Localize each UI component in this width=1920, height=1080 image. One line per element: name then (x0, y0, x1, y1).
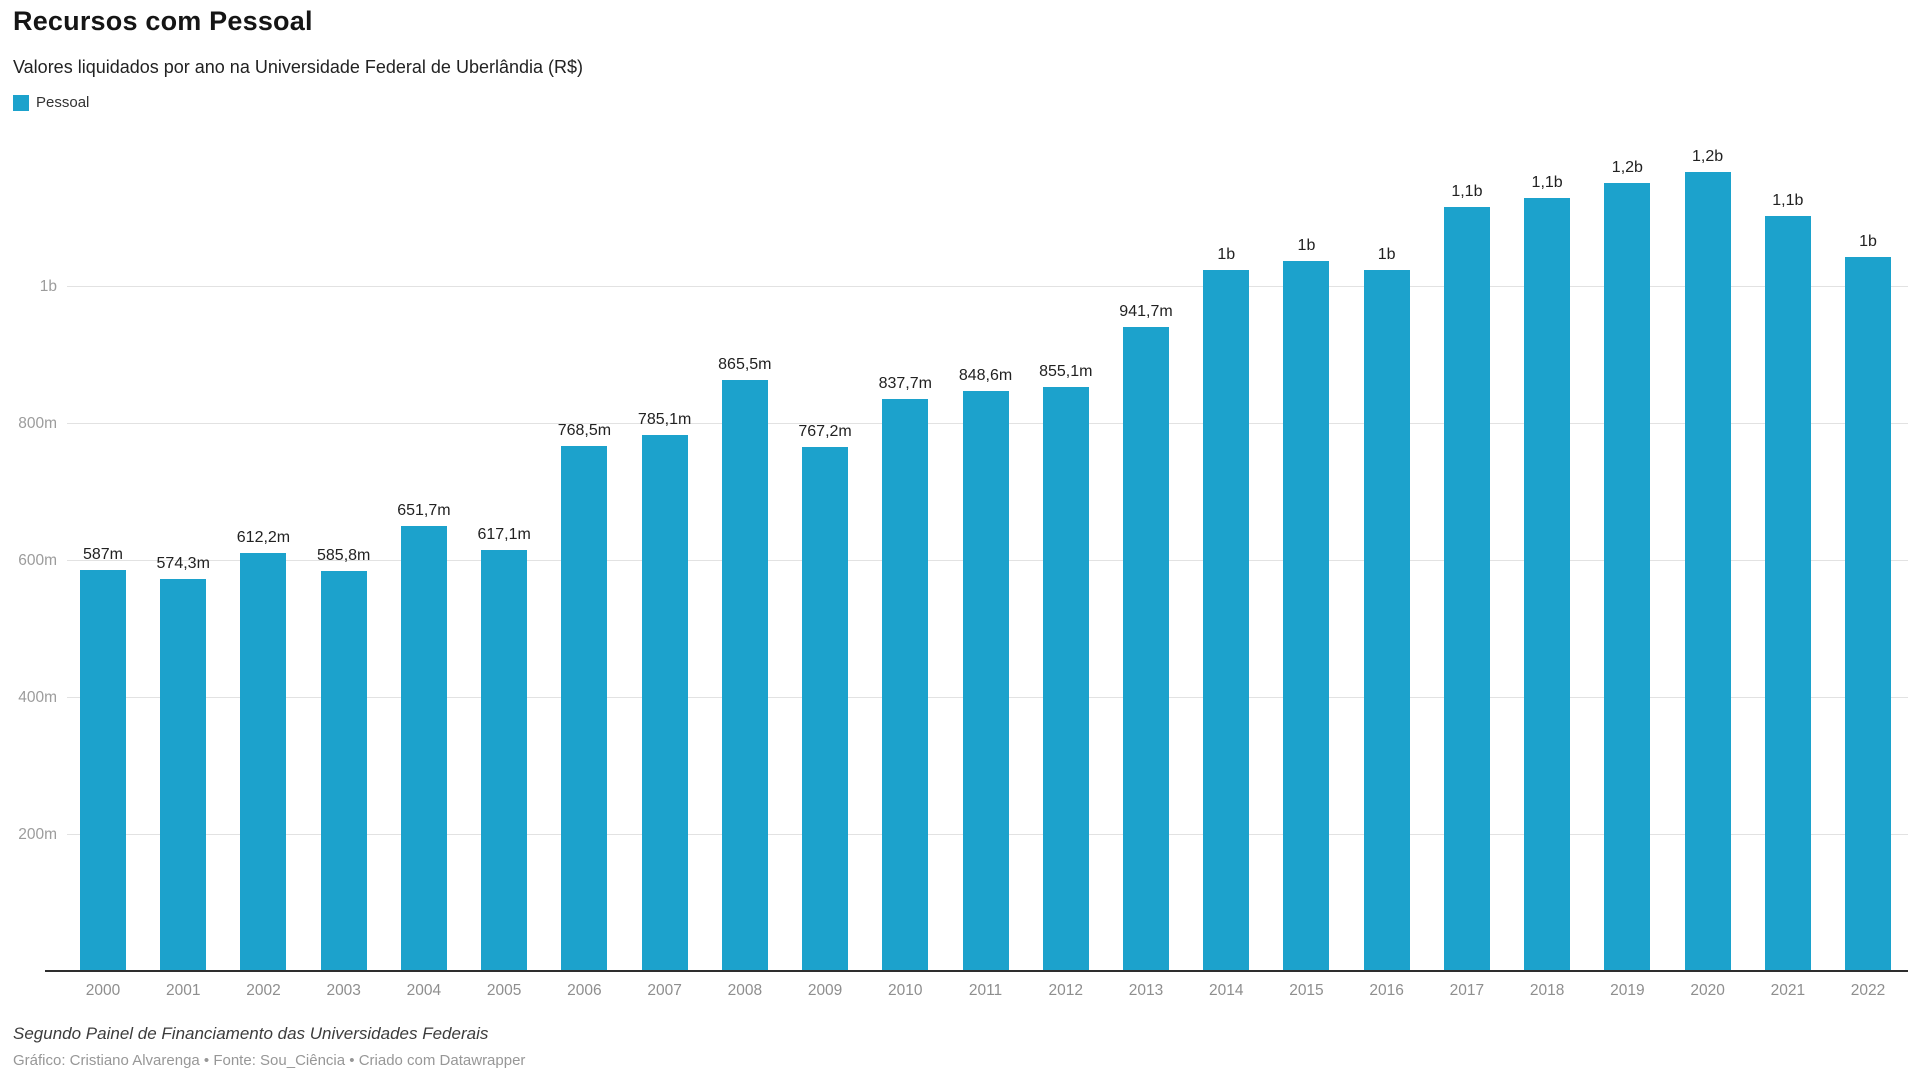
x-tick-label: 2004 (406, 982, 442, 999)
bar-value-label: 651,7m (397, 501, 451, 519)
bar-value-label: 1b (1859, 233, 1877, 251)
bar-value-label: 941,7m (1119, 303, 1173, 321)
y-tick-label: 400m (18, 689, 57, 707)
bar-value-label: 585,8m (317, 547, 371, 564)
bar-2012[interactable] (1042, 386, 1089, 972)
bar-2004[interactable] (400, 525, 447, 972)
bar-value-label: 1,2b (1611, 159, 1643, 177)
legend-swatch-pessoal (13, 94, 29, 111)
bar-2007[interactable] (641, 434, 688, 972)
y-tick-label: 800m (18, 415, 57, 433)
bar-2010[interactable] (882, 398, 929, 972)
bar-2018[interactable] (1524, 198, 1571, 972)
x-tick-label: 2021 (1770, 982, 1806, 999)
datawrapper-credit-link[interactable]: Criado com Datawrapper (358, 1052, 526, 1069)
bar-2014[interactable] (1203, 269, 1250, 972)
x-tick-label: 2001 (165, 982, 201, 999)
bar-2020[interactable] (1684, 171, 1731, 972)
bar-2002[interactable] (240, 552, 287, 972)
bar-value-label: 767,2m (798, 422, 852, 440)
y-tick-label: 1b (39, 278, 57, 296)
bar-value-label: 1b (1297, 237, 1316, 255)
x-tick-label: 2019 (1610, 982, 1645, 999)
bar-2008[interactable] (721, 379, 768, 972)
bar-2006[interactable] (561, 445, 608, 972)
bar-value-label: 574,3m (156, 554, 210, 572)
x-tick-label: 2013 (1128, 982, 1164, 999)
bar-value-label: 855,1m (1039, 362, 1093, 380)
bar-value-label: 848,6m (958, 367, 1013, 385)
bar-value-label: 837,7m (878, 374, 932, 392)
bar-value-label: 768,5m (557, 421, 612, 439)
bar-value-label: 1,1b (1451, 183, 1483, 201)
bar-value-label: 1,1b (1531, 174, 1563, 192)
page-title: Recursos com Pessoal (13, 6, 313, 36)
bar-2011[interactable] (962, 391, 1009, 972)
bar-2009[interactable] (802, 446, 849, 972)
y-tick-label: 200m (18, 826, 57, 844)
bar-value-label: 612,2m (236, 528, 291, 546)
bar-2019[interactable] (1604, 183, 1651, 972)
byline: Gráfico: Cristiano Alvarenga • Fonte: So… (13, 1052, 525, 1069)
bar-value-label: 785,1m (637, 410, 692, 428)
x-tick-label: 2018 (1529, 982, 1565, 999)
legend-item-label: Pessoal (36, 94, 90, 111)
bar-2022[interactable] (1845, 257, 1892, 972)
bar-2021[interactable] (1764, 215, 1811, 972)
bar-2017[interactable] (1443, 207, 1490, 972)
x-axis-line (45, 970, 1908, 972)
x-tick-label: 2016 (1369, 982, 1404, 999)
bar-2005[interactable] (481, 549, 528, 972)
y-tick-label: 600m (18, 552, 57, 570)
x-tick-label: 2014 (1208, 982, 1244, 999)
bar-2015[interactable] (1283, 261, 1330, 972)
x-tick-label: 2015 (1289, 982, 1324, 999)
bar-value-label: 587m (82, 546, 124, 564)
x-tick-label: 2005 (486, 982, 522, 999)
x-tick-label: 2007 (647, 982, 682, 999)
legend: Pessoal (13, 94, 89, 111)
bar-value-label: 617,1m (477, 525, 531, 543)
gridline-1b (67, 286, 1908, 288)
bar-value-label: 1,2b (1692, 147, 1724, 165)
x-tick-label: 2002 (246, 982, 281, 999)
bar-2013[interactable] (1122, 327, 1169, 972)
bar-2001[interactable] (160, 578, 207, 972)
bar-value-label: 865,5m (718, 355, 772, 373)
x-tick-label: 2008 (727, 982, 763, 999)
x-tick-label: 2020 (1690, 982, 1725, 999)
x-tick-label: 2003 (326, 982, 361, 999)
x-tick-label: 2011 (968, 982, 1003, 999)
plot-area: 200m 400m 600m 800m 1b 587m 574,3m 612,2m 585,8m… (0, 130, 1920, 972)
chart-subtitle: Valores liquidados por ano na Universida… (13, 57, 583, 77)
bar-value-label: 1b (1217, 245, 1236, 263)
x-tick-label: 2012 (1048, 982, 1083, 999)
x-tick-label: 2022 (1850, 982, 1886, 999)
bar-2000[interactable] (80, 570, 126, 972)
bar-value-label: 1,1b (1772, 191, 1804, 209)
bar-2016[interactable] (1363, 270, 1410, 972)
x-tick-label: 2010 (888, 982, 923, 999)
x-tick-label: 2000 (85, 982, 121, 999)
x-tick-label: 2006 (567, 982, 602, 999)
bar-2003[interactable] (320, 571, 367, 972)
byline-credits: Gráfico: Cristiano Alvarenga • Fonte: So… (13, 1052, 359, 1069)
x-tick-label: 2009 (807, 982, 843, 999)
bar-value-label: 1b (1377, 246, 1396, 264)
x-tick-label: 2017 (1449, 982, 1485, 999)
source-note: Segundo Painel de Financiamento das Univ… (13, 1024, 489, 1043)
